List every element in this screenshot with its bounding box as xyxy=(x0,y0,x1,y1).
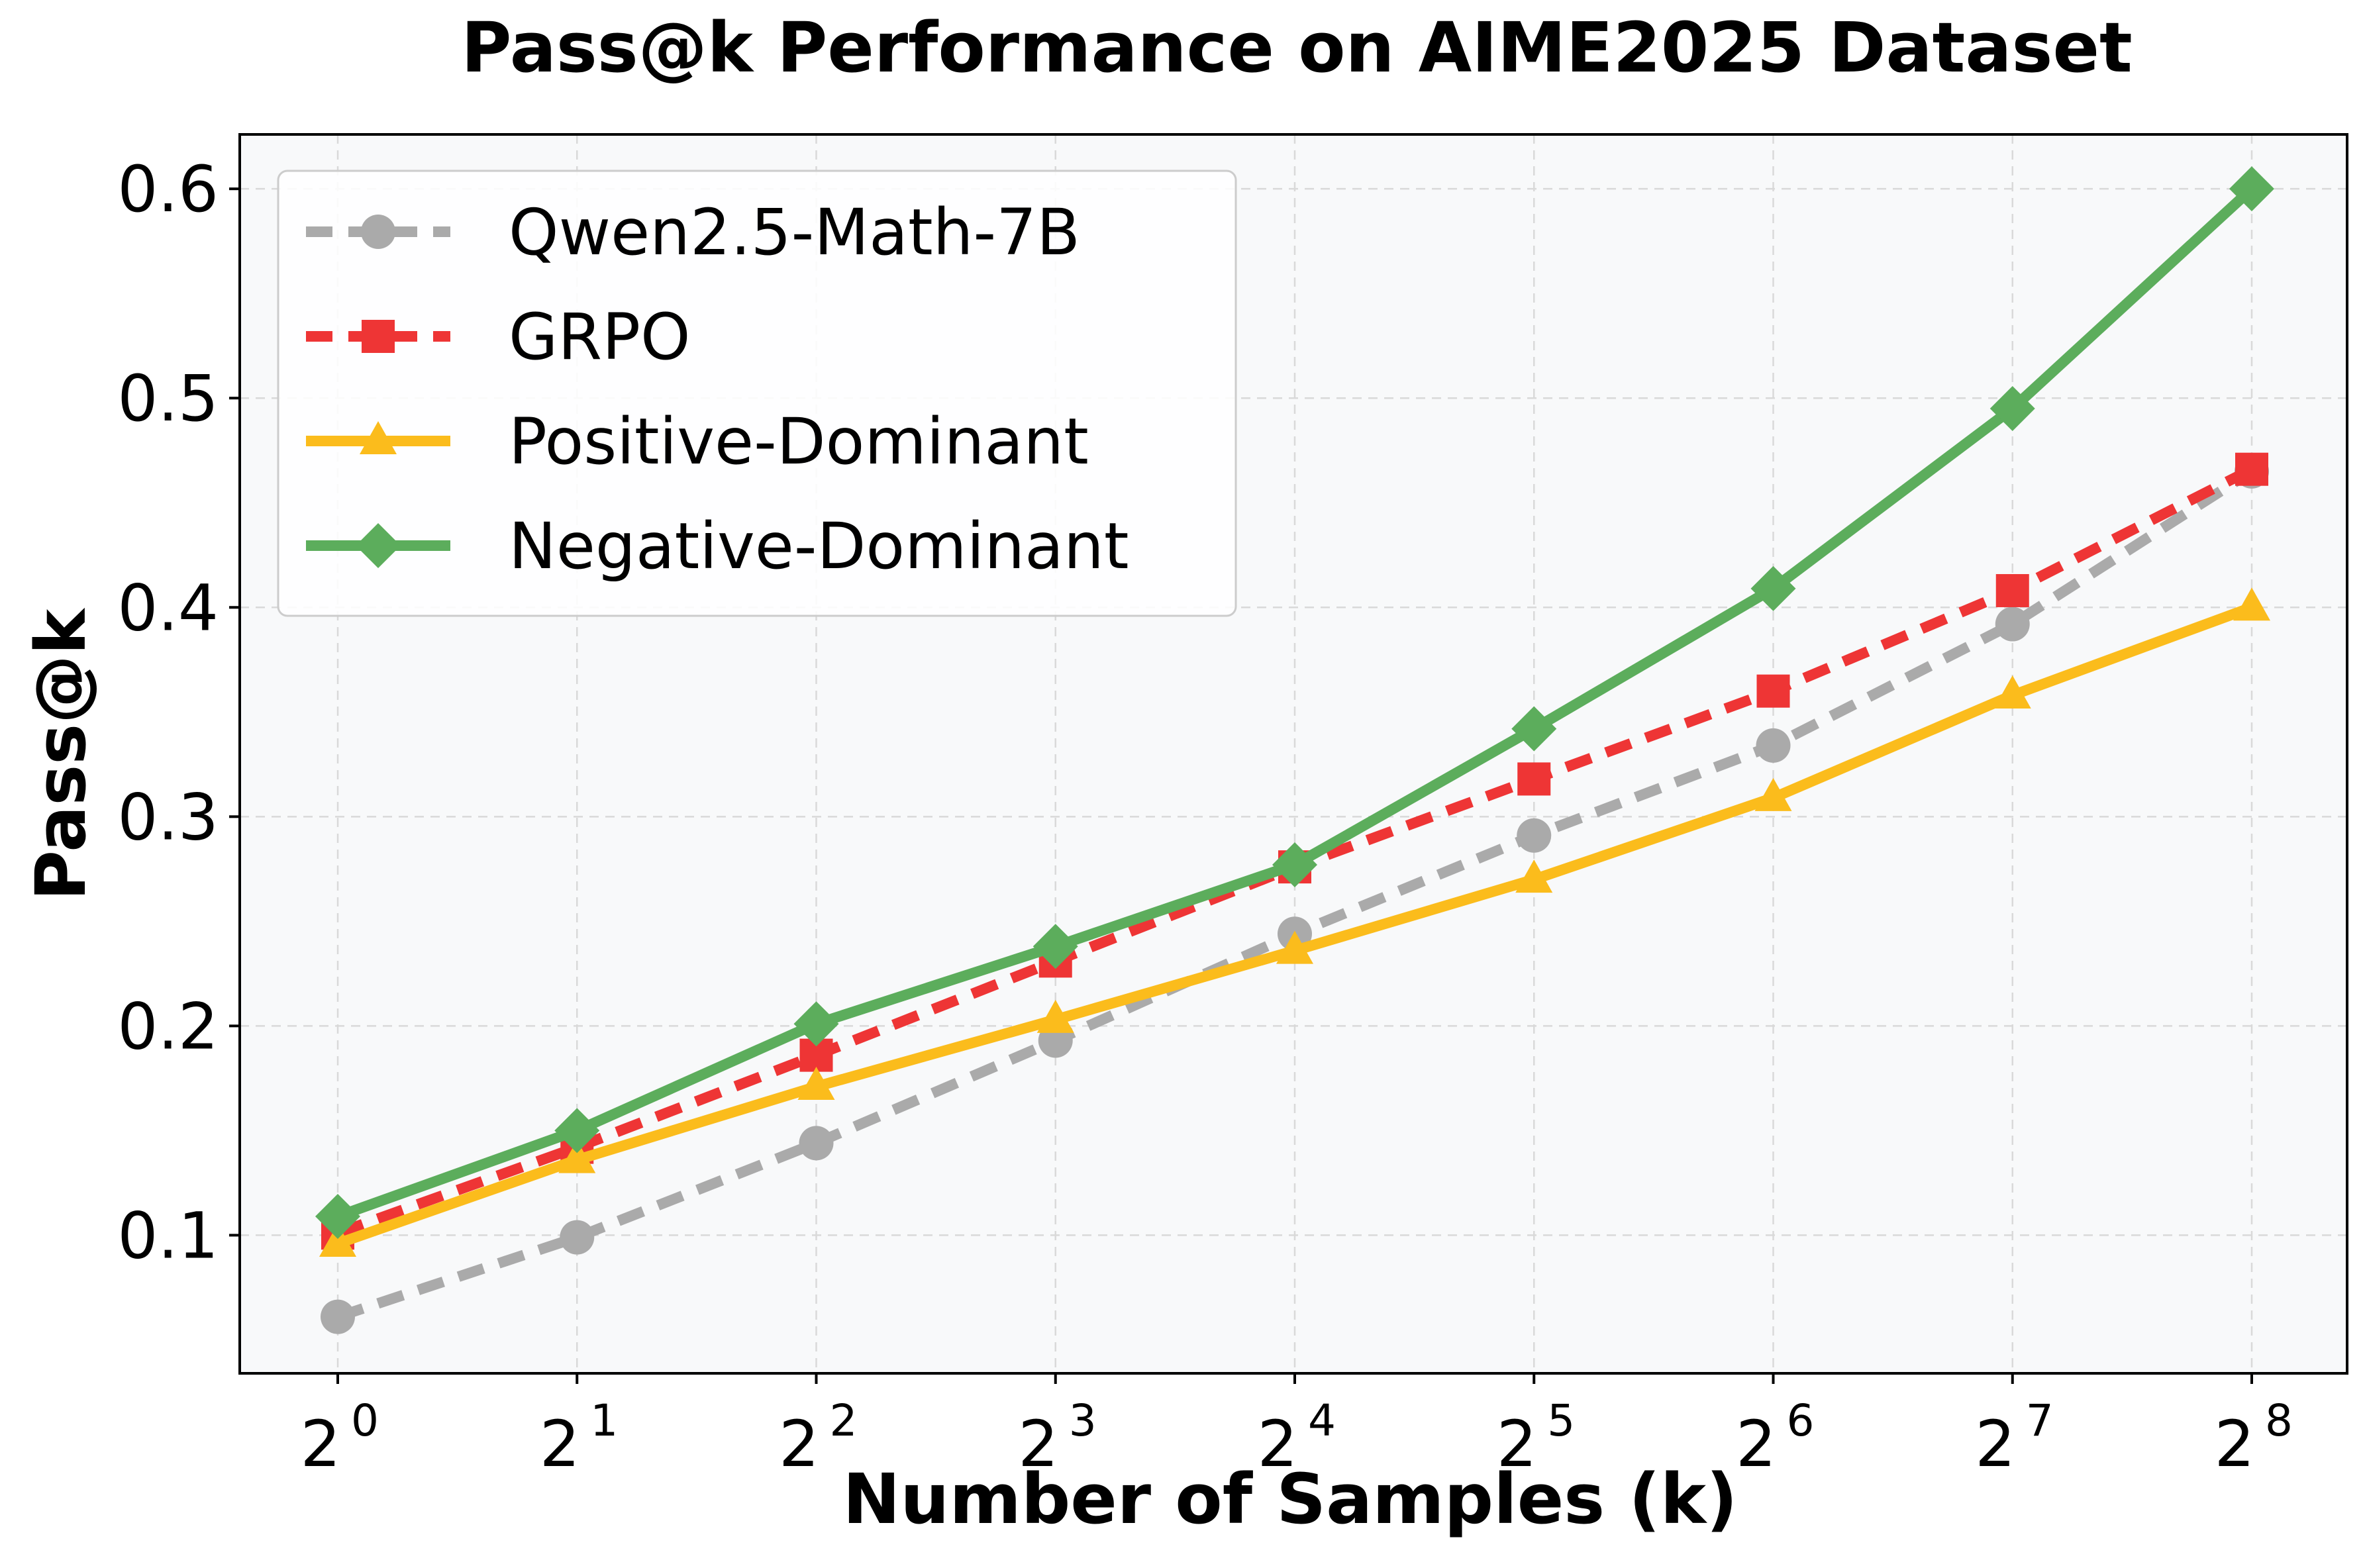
x-axis-label: Number of Samples (k) xyxy=(842,1459,1737,1540)
x-tick-exponent: 7 xyxy=(2026,1395,2054,1446)
x-tick-label: 2 xyxy=(540,1407,580,1481)
data-point xyxy=(2233,587,2270,621)
x-tick-exponent: 8 xyxy=(2265,1395,2293,1446)
data-point xyxy=(793,1001,839,1047)
chart-title: Pass@k Performance on AIME2025 Dataset xyxy=(461,7,2132,88)
x-tick-label: 2 xyxy=(1018,1407,1058,1481)
y-tick-label: 0.2 xyxy=(117,989,219,1063)
data-point xyxy=(1754,777,1792,811)
legend-marker xyxy=(362,320,395,353)
data-point xyxy=(1515,859,1553,893)
data-point xyxy=(321,1299,355,1334)
data-point xyxy=(1756,728,1791,763)
data-point xyxy=(1272,842,1317,888)
x-tick-label: 2 xyxy=(1257,1407,1297,1481)
data-point xyxy=(1517,762,1551,796)
data-point xyxy=(560,1220,595,1255)
legend-box xyxy=(277,170,1237,617)
x-tick-exponent: 0 xyxy=(351,1395,379,1446)
data-point xyxy=(2235,452,2268,486)
data-point xyxy=(1995,573,2029,607)
data-point xyxy=(1995,607,2030,642)
x-tick-exponent: 2 xyxy=(830,1395,858,1446)
data-point xyxy=(1276,930,1313,964)
y-tick-label: 0.6 xyxy=(117,152,219,226)
legend-marker xyxy=(356,523,401,568)
x-tick-exponent: 4 xyxy=(1308,1395,1336,1446)
y-tick-label: 0.1 xyxy=(117,1199,219,1273)
y-tick-label: 0.5 xyxy=(117,362,219,436)
y-tick-label: 0.4 xyxy=(117,571,219,645)
series-positive-dominant xyxy=(319,587,2270,1257)
x-tick-label: 2 xyxy=(300,1407,340,1481)
axis-ticks: 0.10.20.30.40.50.62 0 2 1 2 2 2 3 2 4 2 5 2 6 2 7 2 8 xyxy=(117,152,2293,1481)
data-point xyxy=(558,1140,596,1173)
legend-entry-label: Qwen2.5-Math-7B xyxy=(509,195,1080,270)
legend-marker xyxy=(361,215,395,249)
data-point xyxy=(1032,924,1078,969)
data-point xyxy=(1756,674,1790,708)
x-tick-label: 2 xyxy=(2214,1407,2254,1481)
data-point xyxy=(799,1126,834,1161)
data-point xyxy=(2229,166,2274,212)
legend-entry-label: Negative-Dominant xyxy=(509,509,1129,583)
data-point xyxy=(797,1067,835,1101)
x-tick-exponent: 5 xyxy=(1547,1395,1575,1446)
x-tick-label: 2 xyxy=(779,1407,819,1481)
legend: Qwen2.5-Math-7B GRPO Positive-Dominant Nega… xyxy=(277,170,1237,617)
legend-entry-label: Positive-Dominant xyxy=(509,405,1089,479)
x-tick-label: 2 xyxy=(1736,1407,1776,1481)
data-point xyxy=(1750,565,1796,611)
data-point xyxy=(1517,818,1552,853)
legend-marker xyxy=(360,421,397,454)
x-tick-label: 2 xyxy=(1497,1407,1537,1481)
data-point xyxy=(315,1193,360,1239)
legend-entry-label: GRPO xyxy=(509,300,691,374)
x-tick-exponent: 1 xyxy=(590,1395,618,1446)
series-layer xyxy=(315,166,2274,1334)
y-axis-label: Pass@k xyxy=(21,607,101,901)
data-point xyxy=(1036,999,1074,1033)
data-point xyxy=(1989,386,2035,432)
x-tick-exponent: 6 xyxy=(1787,1395,1815,1446)
data-point xyxy=(554,1108,600,1153)
x-tick-label: 2 xyxy=(1975,1407,2015,1481)
series-negative-dominant xyxy=(315,166,2274,1239)
y-tick-label: 0.3 xyxy=(117,780,219,854)
x-tick-exponent: 3 xyxy=(1069,1395,1097,1446)
data-point xyxy=(1511,706,1557,752)
data-point xyxy=(1993,675,2031,709)
data-point xyxy=(319,1224,356,1257)
